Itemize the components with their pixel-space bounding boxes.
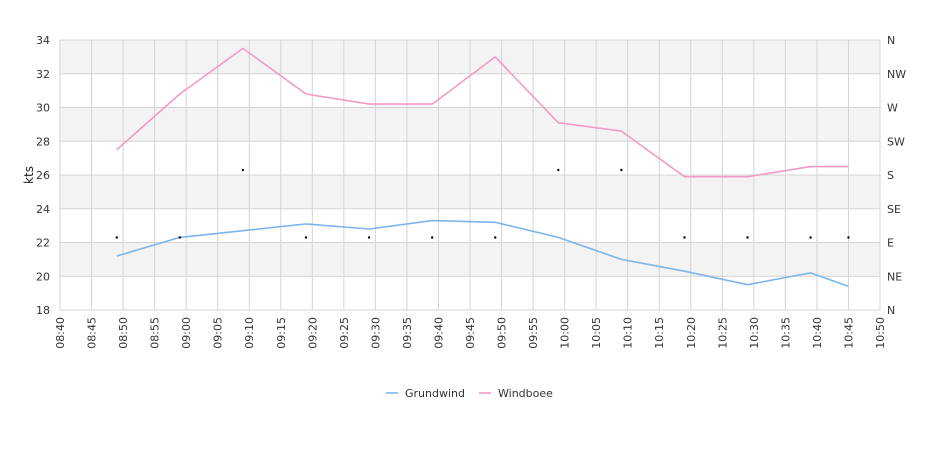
horizontal-gridlines [60, 39, 880, 311]
y-axis-title: kts [22, 166, 36, 184]
y-tick-label: 24 [36, 203, 50, 216]
x-tick-label: 09:20 [306, 317, 319, 349]
series-line-windboee [116, 47, 849, 178]
y-tick-label: 34 [36, 34, 50, 47]
secondary-y-tick-label: NE [887, 270, 902, 283]
x-tick-label: 10:00 [559, 317, 572, 349]
y-tick-label: 22 [36, 237, 50, 250]
secondary-y-tick-label: E [887, 237, 894, 250]
y-tick-label: 18 [36, 304, 50, 317]
direction-point [115, 236, 118, 239]
x-tick-label: 10:45 [842, 317, 855, 349]
x-tick-label: 09:50 [496, 317, 509, 349]
secondary-y-tick-label: S [887, 169, 894, 182]
x-tick-label: 09:30 [369, 317, 382, 349]
x-tick-label: 09:35 [401, 317, 414, 349]
y-tick-label: 30 [36, 102, 50, 115]
x-tick-label: 10:50 [874, 317, 887, 349]
x-tick-label: 10:15 [653, 317, 666, 349]
direction-point [178, 236, 182, 239]
direction-point [620, 168, 623, 172]
x-tick-label: 08:50 [117, 317, 130, 349]
x-tick-label: 08:40 [54, 317, 67, 349]
x-tick-label: 10:10 [622, 317, 635, 349]
x-tick-label: 10:20 [685, 317, 698, 349]
direction-point [557, 168, 560, 172]
x-tick-label: 08:45 [86, 317, 99, 349]
x-tick-label: 09:55 [527, 317, 540, 349]
y-tick-label: 28 [36, 135, 50, 148]
x-tick-label: 10:30 [748, 317, 761, 349]
direction-point [746, 236, 749, 239]
legend-label-windboee: Windboee [498, 387, 553, 400]
secondary-y-tick-label: SE [887, 203, 901, 216]
direction-point [241, 168, 245, 172]
direction-point [847, 236, 850, 239]
series-lines [116, 47, 849, 288]
x-tick-label: 09:05 [212, 317, 225, 349]
secondary-y-tick-label: N [887, 34, 895, 47]
x-tick-label: 09:40 [432, 317, 445, 349]
x-tick-label: 09:15 [275, 317, 288, 349]
x-axis-tick-labels: 08:40 08:45 08:50 08:55 09:00 09:05 09:10 09:15… [54, 317, 887, 349]
x-tick-label: 09:00 [180, 317, 193, 349]
direction-point [430, 236, 434, 239]
x-tick-label: 10:25 [716, 317, 729, 349]
direction-point [367, 236, 371, 239]
secondary-y-tick-label: N [887, 304, 895, 317]
y-tick-label: 32 [36, 68, 50, 81]
x-tick-label: 10:40 [811, 317, 824, 349]
y-tick-label: 20 [36, 270, 50, 283]
direction-point [809, 236, 812, 239]
direction-point [494, 236, 497, 239]
y-axis-tick-labels: 18 20 22 24 26 28 30 32 34 [36, 34, 50, 317]
x-tick-label: 09:45 [464, 317, 477, 349]
secondary-y-tick-label: W [887, 102, 898, 115]
x-tick-label: 08:55 [149, 317, 162, 349]
y-tick-label: 26 [36, 169, 50, 182]
legend-label-grundwind: Grundwind [405, 387, 465, 400]
secondary-y-tick-label: SW [887, 135, 905, 148]
x-tick-label: 10:05 [590, 317, 603, 349]
x-tick-label: 09:10 [243, 317, 256, 349]
direction-point [683, 236, 686, 239]
direction-point [304, 236, 308, 239]
legend: Grundwind Windboee [386, 387, 553, 400]
secondary-y-tick-label: NW [887, 68, 906, 81]
secondary-y-axis-tick-labels: N NE E SE S SW W NW N [887, 34, 906, 317]
x-tick-label: 09:25 [338, 317, 351, 349]
direction-markers [115, 168, 850, 239]
series-line-grundwind [116, 219, 849, 288]
x-tick-label: 10:35 [779, 317, 792, 349]
